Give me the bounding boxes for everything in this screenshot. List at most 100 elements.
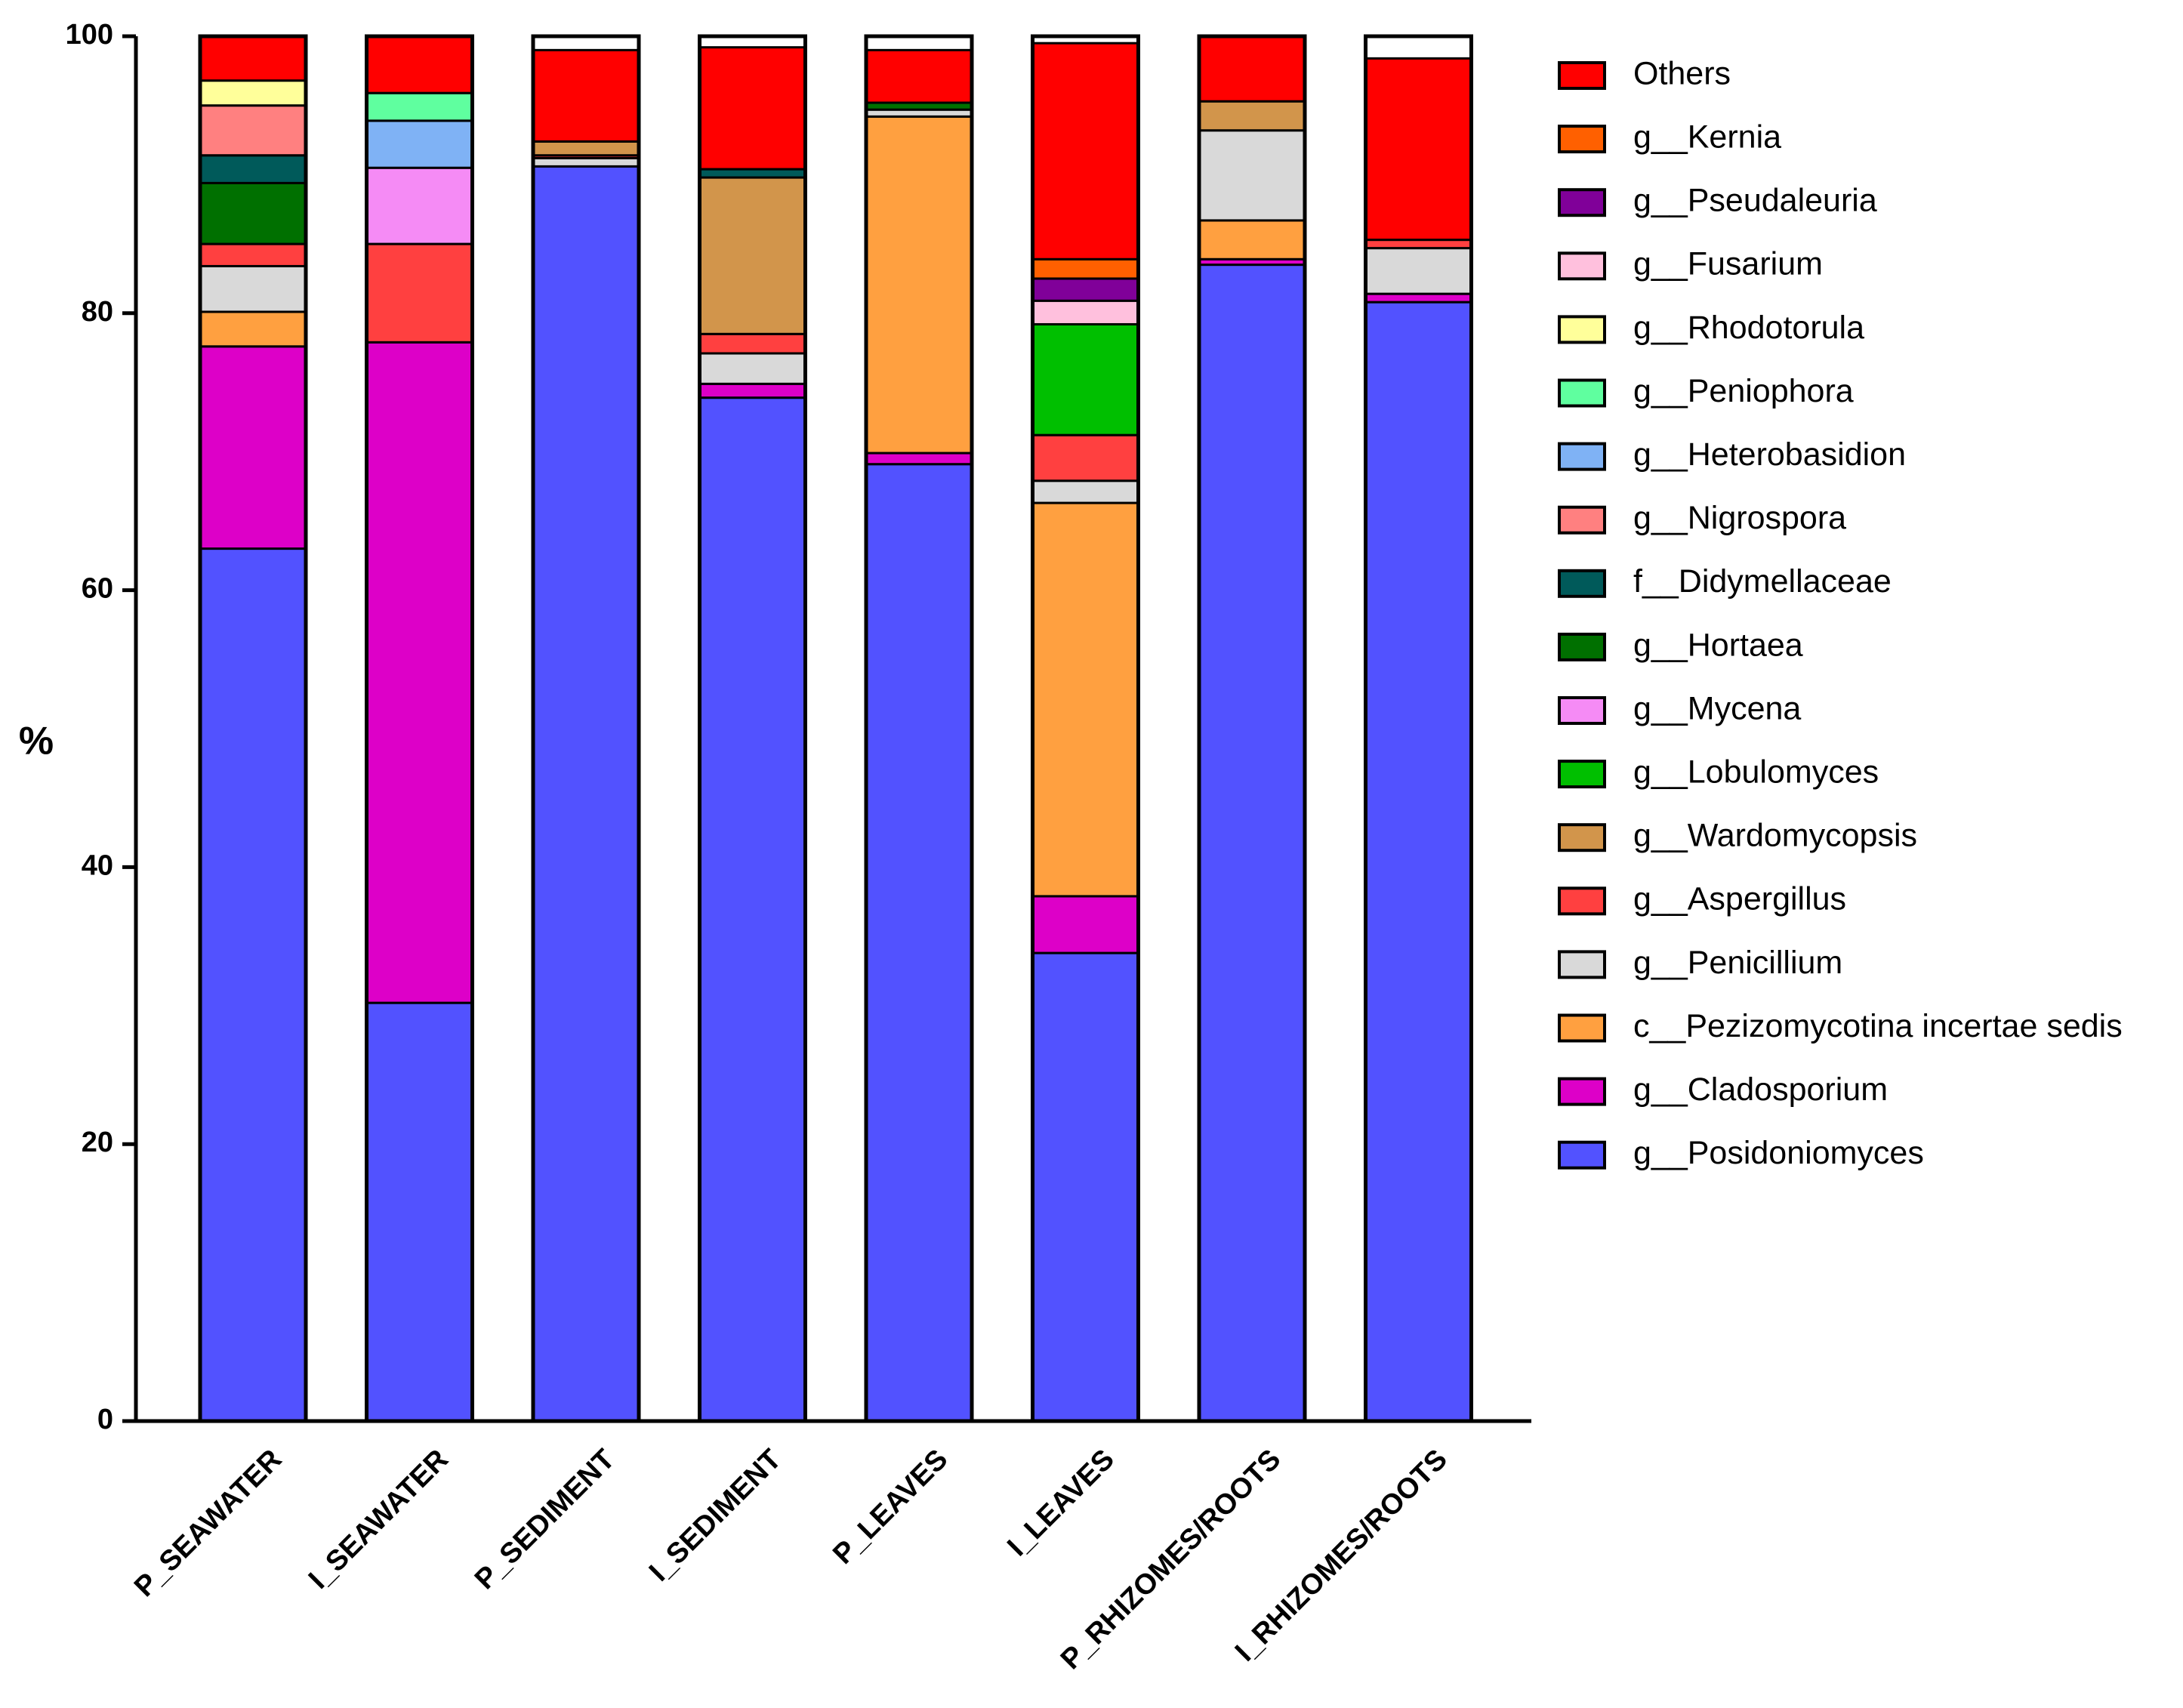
bar-segment-g-aspergillus-i-leaves — [1031, 433, 1139, 482]
legend-swatch-g-mycena — [1558, 696, 1606, 725]
bar-segment-g-lobulomyces-i-leaves — [1031, 322, 1139, 436]
bar-segment-g-kernia-i-leaves — [1031, 257, 1139, 280]
x-category-label: I_SEAWATER — [303, 1444, 455, 1595]
bars-layer — [198, 34, 1473, 1423]
x-category-label: P_SEAWATER — [128, 1444, 288, 1603]
x-category-label: P_LEAVES — [827, 1444, 954, 1571]
bar-segment-g-posidoniomyces-p-rhizomes-roots — [1198, 264, 1306, 1423]
bar-segment-others-i-leaves — [1031, 42, 1139, 261]
bar-segment-g-posidoniomyces-p-seawater — [199, 547, 307, 1423]
bar-segment-g-penicillium-p-seawater — [199, 264, 307, 313]
y-tick-label: 40 — [82, 849, 113, 881]
bar-segment-g-cladosporium-i-seawater — [365, 341, 473, 1004]
bar-segment-others-i-rhizomes-roots — [1364, 57, 1472, 242]
y-tick-label: 0 — [97, 1404, 113, 1435]
y-tick-label: 100 — [66, 19, 113, 51]
x-category-label: I_SEDIMENT — [643, 1444, 788, 1588]
bar-segment-g-penicillium-p-sediment — [532, 156, 640, 168]
bar-segment-g-posidoniomyces-p-sediment — [532, 165, 640, 1423]
bar-segment-g-posidoniomyces-i-leaves — [1031, 951, 1139, 1423]
y-tick-label: 60 — [82, 573, 113, 605]
y-tick-label: 80 — [82, 296, 113, 328]
legend-swatch-g-peniophora — [1558, 378, 1606, 408]
bar-segment-g-aspergillus-i-sediment — [698, 332, 806, 355]
y-axis-label: % — [19, 720, 54, 763]
legend-label-g-nigrospora: g__Nigrospora — [1633, 500, 1846, 536]
legend-swatch-g-lobulomyces — [1558, 760, 1606, 789]
x-categories-layer: P_SEAWATER I_SEAWATER P_SEDIMENT I_SEDIMENT… — [128, 1444, 1454, 1676]
legend-swatch-g-fusarium — [1558, 251, 1606, 281]
legend-swatch-f-didymellaceae — [1558, 569, 1606, 598]
bar-segment-f-didymellaceae-i-sediment — [698, 168, 806, 179]
y-ticks-layer: 0 20 40 60 80 100 — [66, 19, 136, 1435]
legend-swatch-g-penicillium — [1558, 950, 1606, 979]
bar-segment-c-pezizomycotina-incertae-sedis-p-leaves — [865, 115, 973, 455]
bar-segment-g-penicillium-i-rhizomes-roots — [1364, 247, 1472, 295]
legend-label-g-fusarium: g__Fusarium — [1633, 246, 1823, 282]
bar-segment-others-p-seawater — [199, 35, 307, 82]
legend-label-g-mycena: g__Mycena — [1633, 690, 1801, 726]
axes-layer: % — [19, 36, 1531, 1423]
bar-segment-g-posidoniomyces-i-sediment — [698, 396, 806, 1423]
bar-segment-others-p-sediment — [532, 48, 640, 143]
legend-label-g-rhodotorula: g__Rhodotorula — [1633, 310, 1864, 346]
legend: Others g__Kernia g__Pseudaleuria g__Fusariu… — [1558, 55, 2123, 1171]
legend-swatch-g-rhodotorula — [1558, 315, 1606, 344]
legend-label-g-kernia: g__Kernia — [1633, 119, 1781, 155]
legend-label-g-wardomycopsis: g__Wardomycopsis — [1633, 818, 1917, 854]
legend-label-g-heterobasidion: g__Heterobasidion — [1633, 436, 1906, 473]
bar-segment-g-cladosporium-p-seawater — [199, 345, 307, 550]
bar-segment-g-hortaea-p-seawater — [199, 181, 307, 245]
bar-segment-g-aspergillus-i-rhizomes-roots — [1364, 239, 1472, 250]
bar-segment-g-penicillium-p-rhizomes-roots — [1198, 129, 1306, 222]
legend-label-g-peniophora: g__Peniophora — [1633, 373, 1854, 409]
bar-segment-g-cladosporium-i-rhizomes-roots — [1364, 292, 1472, 304]
bar-segment-g-cladosporium-p-leaves — [865, 452, 973, 466]
x-category-label: I_LEAVES — [1001, 1444, 1121, 1563]
bar-segment-c-pezizomycotina-incertae-sedis-p-seawater — [199, 310, 307, 348]
bar-segment-others-p-leaves — [865, 48, 973, 104]
legend-label-g-posidoniomyces: g__Posidoniomyces — [1633, 1135, 1924, 1171]
bar-segment-g-posidoniomyces-i-rhizomes-roots — [1364, 301, 1472, 1423]
legend-label-c-pezizomycotina-incertae-sedis: c__Pezizomycotina incertae sedis — [1633, 1008, 2123, 1044]
legend-label-others: Others — [1633, 55, 1731, 91]
legend-swatch-g-wardomycopsis — [1558, 823, 1606, 852]
legend-label-g-cladosporium: g__Cladosporium — [1633, 1071, 1888, 1108]
bar-segment-g-posidoniomyces-p-leaves — [865, 463, 973, 1423]
bar-segment-c-pezizomycotina-incertae-sedis-p-rhizomes-roots — [1198, 219, 1306, 261]
bar-segment-g-pseudaleuria-i-leaves — [1031, 277, 1139, 302]
legend-swatch-others — [1558, 61, 1606, 90]
bar-segment-g-cladosporium-i-sediment — [698, 382, 806, 399]
y-tick-label: 20 — [82, 1127, 113, 1158]
bar-segment-g-aspergillus-i-seawater — [365, 242, 473, 344]
legend-label-g-pseudaleuria: g__Pseudaleuria — [1633, 183, 1877, 219]
bar-segment-g-mycena-i-seawater — [365, 166, 473, 245]
legend-swatch-g-pseudaleuria — [1558, 188, 1606, 217]
bar-segment-g-fusarium-i-leaves — [1031, 299, 1139, 325]
legend-label-f-didymellaceae: f__Didymellaceae — [1633, 563, 1892, 600]
bar-segment-g-posidoniomyces-i-seawater — [365, 1001, 473, 1423]
legend-swatch-g-posidoniomyces — [1558, 1140, 1606, 1170]
bar-segment-g-heterobasidion-i-seawater — [365, 119, 473, 169]
bar-segment-c-pezizomycotina-incertae-sedis-i-leaves — [1031, 501, 1139, 898]
bar-segment-g-wardomycopsis-p-sediment — [532, 140, 640, 157]
legend-swatch-g-kernia — [1558, 125, 1606, 154]
bar-segment-others-p-rhizomes-roots — [1198, 35, 1306, 103]
bar-segment-g-peniophora-i-seawater — [365, 91, 473, 122]
bar-segment-g-wardomycopsis-p-rhizomes-roots — [1198, 100, 1306, 132]
bar-segment-f-didymellaceae-p-seawater — [199, 154, 307, 184]
legend-label-g-penicillium: g__Penicillium — [1633, 945, 1842, 981]
bar-segment-g-nigrospora-p-seawater — [199, 104, 307, 157]
legend-swatch-g-nigrospora — [1558, 505, 1606, 535]
bar-segment-g-rhodotorula-p-seawater — [199, 79, 307, 107]
legend-swatch-g-aspergillus — [1558, 886, 1606, 916]
x-category-label: P_SEDIMENT — [469, 1444, 621, 1595]
legend-swatch-g-cladosporium — [1558, 1077, 1606, 1106]
legend-label-g-lobulomyces: g__Lobulomyces — [1633, 754, 1879, 790]
bar-segment-others-i-sediment — [698, 46, 806, 171]
legend-swatch-g-hortaea — [1558, 632, 1606, 661]
bar-segment-others-i-seawater — [365, 35, 473, 94]
bar-segment-g-penicillium-i-sediment — [698, 352, 806, 385]
bar-segment-g-penicillium-i-leaves — [1031, 479, 1139, 504]
